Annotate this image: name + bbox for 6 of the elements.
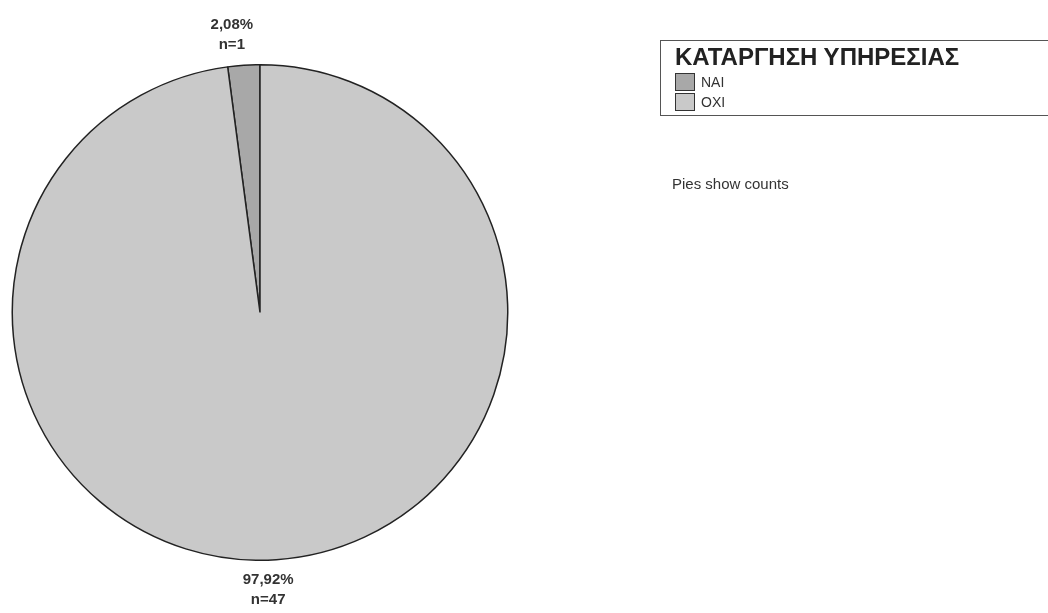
legend-label: ΝΑΙ	[701, 74, 725, 90]
legend-title: ΚΑΤΑΡΓΗΣΗ ΥΠΗΡΕΣΙΑΣ	[675, 43, 961, 71]
data-label: 97,92% n=47	[242, 569, 294, 607]
legend-label: ΟΧΙ	[701, 94, 726, 110]
text: Pies show counts	[672, 175, 789, 192]
data-label: 2,08% n=1	[210, 15, 254, 53]
